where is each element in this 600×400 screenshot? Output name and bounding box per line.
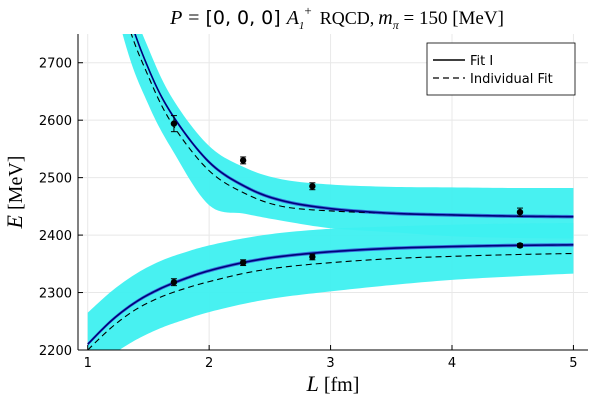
fit-line-0 [134, 34, 574, 218]
x-tick-label: 1 [84, 356, 92, 371]
x-tick-label: 4 [448, 356, 456, 371]
data-point-5 [309, 253, 316, 261]
x-tick-label: 3 [326, 356, 334, 371]
x-axis-symbol: L [306, 371, 319, 396]
data-point-6 [516, 208, 524, 216]
data-point-2 [239, 157, 247, 164]
title-irrep-sub: 1 [299, 20, 305, 32]
y-tick-label: 2400 [39, 229, 72, 244]
x-axis-label: L [fm] [306, 371, 360, 396]
legend-individual-label: Individual Fit [470, 72, 553, 87]
y-tick-label: 2700 [39, 57, 72, 72]
y-tick-label: 2300 [39, 287, 72, 302]
y-tick-label: 2500 [39, 172, 72, 187]
data-point-4 [309, 183, 316, 190]
title-prefix: P = [169, 7, 205, 29]
individual-fit-band-1 [87, 223, 574, 350]
plot-area [87, 34, 574, 350]
y-axis-unit: [MeV] [5, 156, 27, 215]
data-point-7 [516, 242, 524, 249]
x-tick-label: 5 [569, 356, 577, 371]
title-mass-sub: π [393, 18, 400, 32]
axis-ticks: 1 2 3 4 5 2200 2300 2400 2500 2600 2700 [39, 57, 578, 371]
title-irrep-sup: + [304, 3, 311, 18]
individual-fit-band-0 [122, 34, 574, 239]
legend-box [426, 42, 576, 96]
y-tick-label: 2200 [39, 344, 72, 359]
title-mass: m [378, 7, 392, 29]
data-point-3 [239, 259, 247, 266]
title-mass-value: = 150 [MeV] [399, 8, 504, 29]
x-tick-label: 2 [205, 356, 213, 371]
chart-title: P = [0, 0, 0] A1 + RQCD, mπ = 150 [MeV] [169, 3, 504, 32]
title-momentum: [0, 0, 0] [205, 7, 280, 29]
data-point-0 [170, 120, 178, 127]
individual-fit-line-1 [87, 252, 574, 350]
y-tick-label: 2600 [39, 114, 72, 129]
legend-fit-label: Fit I [470, 54, 493, 69]
legend: Fit I Individual Fit [426, 42, 576, 96]
y-axis-label: E [MeV] [2, 156, 27, 230]
title-ensemble: RQCD, [320, 8, 375, 28]
y-axis-symbol: E [2, 214, 27, 229]
data-point-1 [170, 279, 178, 286]
x-axis-unit: [fm] [319, 374, 360, 396]
title-irrep: A [285, 7, 300, 29]
